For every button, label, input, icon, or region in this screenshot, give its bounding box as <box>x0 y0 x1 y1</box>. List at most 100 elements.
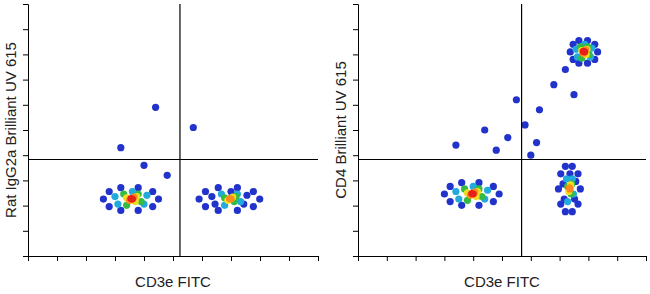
event-dot <box>452 188 459 195</box>
event-dot <box>504 134 511 141</box>
event-dot <box>243 192 250 199</box>
x-tick <box>560 256 561 261</box>
y-axis <box>23 5 29 257</box>
y-tick-mark <box>23 130 28 131</box>
y-tick <box>353 4 358 5</box>
event-dot <box>202 188 209 195</box>
x-tick-mark <box>646 256 647 261</box>
y-tick <box>353 130 358 131</box>
x-tick-mark <box>502 256 503 261</box>
event-dot <box>562 163 569 170</box>
x-tick <box>86 256 87 261</box>
x-tick-mark <box>202 256 203 261</box>
event-dot <box>227 195 234 202</box>
y-tick <box>23 105 28 106</box>
event-dot <box>234 207 241 214</box>
y-tick-mark <box>353 180 358 181</box>
event-dot <box>564 198 571 205</box>
x-tick-mark <box>387 256 388 261</box>
x-tick-mark <box>560 256 561 261</box>
event-dot <box>117 144 124 151</box>
event-dot <box>106 203 113 210</box>
event-dot <box>149 203 156 210</box>
event-dot <box>164 172 171 179</box>
x-tick-mark <box>588 256 589 261</box>
event-dot <box>234 184 241 191</box>
event-dot <box>196 195 203 202</box>
x-tick <box>173 256 174 261</box>
y-axis-line <box>353 5 359 257</box>
event-dot <box>140 162 147 169</box>
event-dot <box>452 142 459 149</box>
y-tick-mark <box>353 80 358 81</box>
y-tick <box>23 256 28 257</box>
x-axis-title: CD3e FITC <box>135 273 211 290</box>
y-tick <box>353 180 358 181</box>
y-tick <box>353 231 358 232</box>
y-tick <box>353 29 358 30</box>
y-tick <box>23 54 28 55</box>
x-tick-mark <box>231 256 232 261</box>
x-tick-mark <box>416 256 417 261</box>
x-tick <box>646 256 647 261</box>
x-tick-mark <box>444 256 445 261</box>
y-tick <box>353 256 358 257</box>
gate-vertical <box>521 4 522 256</box>
y-tick-mark <box>23 80 28 81</box>
x-axis-line <box>359 257 647 262</box>
event-dot <box>250 203 257 210</box>
x-tick-mark <box>173 256 174 261</box>
y-tick <box>23 206 28 207</box>
y-tick-mark <box>353 155 358 156</box>
event-dot <box>117 207 124 214</box>
event-dot <box>111 193 118 200</box>
y-tick <box>353 206 358 207</box>
y-axis-title: CD4 Brilliant UV 615 <box>332 61 349 199</box>
event-dot <box>447 183 454 190</box>
plot-1: CD3e FITC CD4 Brilliant UV 615 <box>332 4 647 290</box>
event-dot <box>458 179 465 186</box>
y-axis-line <box>23 5 29 257</box>
x-tick <box>387 256 388 261</box>
event-dot <box>574 170 581 177</box>
event-dot <box>211 200 218 207</box>
y-tick <box>23 29 28 30</box>
x-tick <box>531 256 532 261</box>
x-tick-mark <box>260 256 261 261</box>
event-dot <box>562 66 569 73</box>
y-tick-mark <box>353 256 358 257</box>
marks <box>28 4 318 256</box>
y-tick-mark <box>353 105 358 106</box>
x-tick <box>617 256 618 261</box>
y-tick-mark <box>23 256 28 257</box>
y-tick-mark <box>353 4 358 5</box>
event-dot <box>493 147 500 154</box>
event-dot <box>117 184 124 191</box>
y-tick <box>23 231 28 232</box>
event-dot <box>484 187 491 194</box>
x-tick-mark <box>289 256 290 261</box>
event-dot <box>202 203 209 210</box>
x-tick <box>502 256 503 261</box>
x-tick <box>260 256 261 261</box>
x-tick-mark <box>318 256 319 261</box>
x-tick-mark <box>144 256 145 261</box>
y-tick <box>353 105 358 106</box>
event-dot <box>527 152 534 159</box>
event-dot <box>129 195 136 202</box>
x-tick-mark <box>617 256 618 261</box>
y-tick <box>23 180 28 181</box>
x-tick <box>318 256 319 261</box>
event-dot <box>190 124 197 131</box>
event-dot <box>155 195 162 202</box>
event-dot <box>513 96 520 103</box>
x-tick-mark <box>531 256 532 261</box>
x-tick <box>289 256 290 261</box>
y-tick <box>353 54 358 55</box>
event-dot <box>496 190 503 197</box>
y-tick <box>23 4 28 5</box>
x-axis-title: CD3e FITC <box>464 273 540 290</box>
event-dot <box>458 202 465 209</box>
event-dot <box>569 208 576 215</box>
x-tick-mark <box>473 256 474 261</box>
